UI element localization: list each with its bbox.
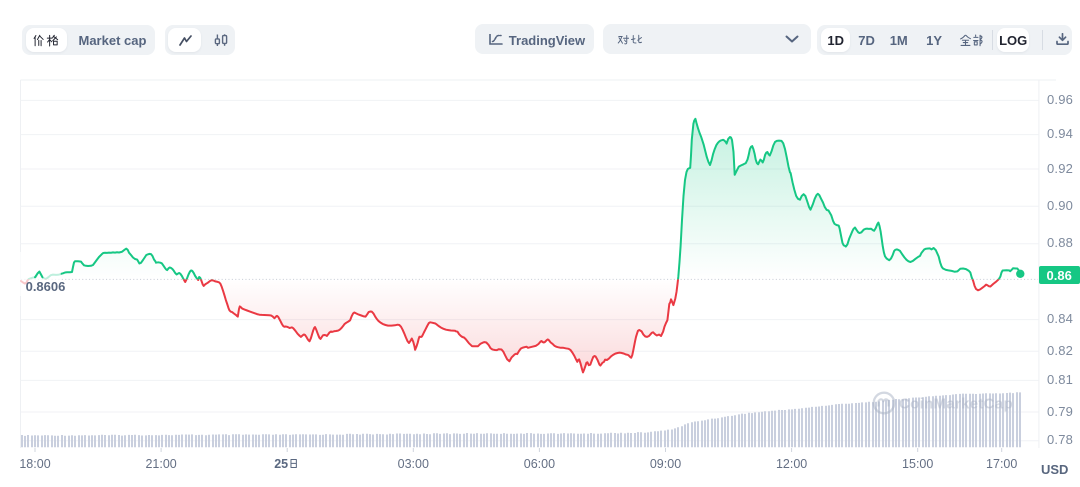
svg-text:CoinMarketCap: CoinMarketCap	[899, 396, 1013, 413]
